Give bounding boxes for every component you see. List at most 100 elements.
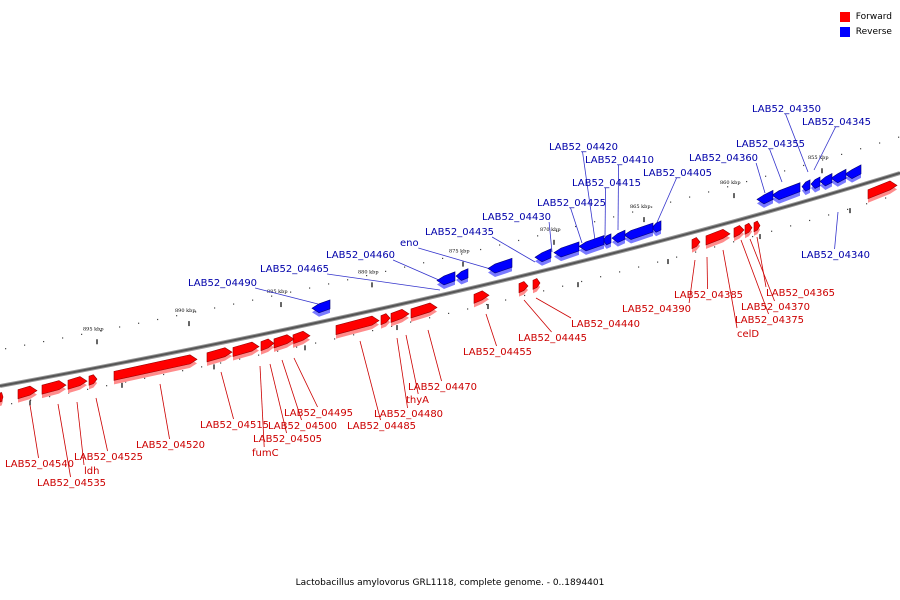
marker-dot <box>404 266 406 268</box>
marker-dot <box>163 373 165 376</box>
forward-gene-arrow[interactable] <box>335 315 380 339</box>
reverse-gene-arrow[interactable] <box>578 235 605 255</box>
gene-body <box>260 338 275 352</box>
marker-dot <box>328 283 330 285</box>
forward-gene-arrow[interactable] <box>744 222 753 239</box>
forward-gene-label[interactable]: LAB52_04495 <box>284 408 353 419</box>
reverse-gene-arrow[interactable] <box>771 182 801 204</box>
reverse-gene-label[interactable]: LAB52_04420 <box>549 142 618 153</box>
forward-gene-label[interactable]: ldh <box>84 466 99 477</box>
gene-body <box>88 374 98 386</box>
forward-gene-label[interactable]: fumC <box>252 448 279 459</box>
gene-body <box>410 302 438 319</box>
reverse-gene-label[interactable]: LAB52_04435 <box>425 227 494 238</box>
forward-swatch <box>839 11 850 22</box>
forward-gene-label[interactable]: LAB52_04370 <box>741 302 810 313</box>
forward-gene-arrow[interactable] <box>0 392 4 406</box>
reverse-gene-label[interactable]: LAB52_04360 <box>689 153 758 164</box>
reverse-gene-arrow[interactable] <box>487 257 513 278</box>
reverse-gene-arrow[interactable] <box>844 164 862 183</box>
forward-gene-label[interactable]: LAB52_04485 <box>347 421 416 432</box>
reverse-gene-arrow[interactable] <box>756 189 774 208</box>
forward-gene-arrow[interactable] <box>17 385 38 403</box>
forward-gene-arrow[interactable] <box>380 313 391 329</box>
reverse-gene-arrow[interactable] <box>455 268 469 285</box>
marker-dot <box>448 312 450 315</box>
reverse-gene-arrow[interactable] <box>651 220 662 237</box>
forward-gene-arrow[interactable] <box>260 338 275 355</box>
forward-gene-label[interactable]: LAB52_04445 <box>518 333 587 344</box>
forward-gene-label[interactable]: LAB52_04500 <box>268 421 337 432</box>
reverse-gene-label[interactable]: LAB52_04345 <box>802 117 871 128</box>
reverse-gene-arrow[interactable] <box>801 179 811 196</box>
reverse-gene-arrow[interactable] <box>553 241 580 262</box>
forward-gene-label[interactable]: LAB52_04540 <box>5 459 74 470</box>
reverse-gene-arrow[interactable] <box>436 271 456 289</box>
marker-dot <box>752 235 754 238</box>
forward-gene-arrow[interactable] <box>292 330 311 348</box>
gene-body <box>578 235 605 252</box>
forward-gene-arrow[interactable] <box>232 341 260 361</box>
reverse-gene-label[interactable]: LAB52_04410 <box>585 155 654 166</box>
forward-gene-arrow[interactable] <box>705 229 731 249</box>
forward-gene-arrow[interactable] <box>206 347 233 366</box>
reverse-gene-arrow[interactable] <box>602 233 612 249</box>
marker-dot <box>100 330 102 332</box>
forward-gene-label[interactable]: LAB52_04480 <box>374 409 443 420</box>
forward-gene-arrow[interactable] <box>691 237 701 253</box>
forward-gene-arrow[interactable] <box>273 334 295 352</box>
gene-body <box>534 248 552 263</box>
reverse-gene-label[interactable]: LAB52_04355 <box>736 139 805 150</box>
forward-gene-arrow[interactable] <box>733 225 745 242</box>
reverse-gene-label[interactable]: LAB52_04350 <box>752 104 821 115</box>
reverse-gene-label[interactable]: LAB52_04460 <box>326 250 395 261</box>
reverse-gene-label[interactable]: LAB52_04340 <box>801 250 870 261</box>
forward-gene-label[interactable]: celD <box>737 329 759 340</box>
reverse-gene-label[interactable]: LAB52_04415 <box>572 178 641 189</box>
reverse-gene-label[interactable]: LAB52_04430 <box>482 212 551 223</box>
leader-line <box>688 259 696 304</box>
forward-gene-label[interactable]: LAB52_04390 <box>622 304 691 315</box>
forward-gene-label[interactable]: LAB52_04515 <box>200 420 269 431</box>
forward-gene-arrow[interactable] <box>67 376 88 394</box>
leader-line <box>396 337 408 409</box>
gene-body <box>206 347 233 363</box>
forward-gene-label[interactable]: LAB52_04470 <box>408 382 477 393</box>
reverse-gene-arrow[interactable] <box>311 299 331 317</box>
forward-gene-arrow[interactable] <box>113 354 198 385</box>
forward-gene-arrow[interactable] <box>390 309 410 327</box>
forward-gene-arrow[interactable] <box>518 281 529 297</box>
forward-gene-label[interactable]: LAB52_04375 <box>735 315 804 326</box>
forward-gene-label[interactable]: LAB52_04455 <box>463 347 532 358</box>
reverse-gene-arrow[interactable] <box>830 168 847 187</box>
forward-gene-arrow[interactable] <box>753 220 761 236</box>
reverse-gene-arrow[interactable] <box>810 176 821 193</box>
forward-gene-arrow[interactable] <box>867 180 898 203</box>
forward-gene-label[interactable]: LAB52_04365 <box>766 288 835 299</box>
forward-gene-label[interactable]: LAB52_04385 <box>674 290 743 301</box>
forward-gene-label[interactable]: LAB52_04440 <box>571 319 640 330</box>
forward-gene-arrow[interactable] <box>41 380 67 399</box>
marker-dot <box>81 333 83 335</box>
leader-line <box>755 162 766 194</box>
forward-gene-label[interactable]: LAB52_04520 <box>136 440 205 451</box>
forward-gene-label[interactable]: thyA <box>406 395 429 406</box>
marker-dot <box>442 257 444 260</box>
forward-gene-arrow[interactable] <box>532 278 541 294</box>
reverse-gene-label[interactable]: LAB52_04405 <box>643 168 712 179</box>
reverse-gene-label[interactable]: LAB52_04465 <box>260 264 329 275</box>
backbone-line <box>0 172 900 387</box>
forward-gene-label[interactable]: LAB52_04535 <box>37 478 106 489</box>
forward-gene-arrow[interactable] <box>473 290 490 308</box>
forward-gene-arrow[interactable] <box>88 374 98 390</box>
reverse-gene-label[interactable]: eno <box>400 238 419 249</box>
reverse-gene-label[interactable]: LAB52_04490 <box>188 278 257 289</box>
forward-gene-arrow[interactable] <box>410 302 438 322</box>
forward-gene-label[interactable]: LAB52_04505 <box>253 434 322 445</box>
reverse-gene-arrow[interactable] <box>623 222 654 244</box>
reverse-gene-arrow[interactable] <box>611 229 626 247</box>
reverse-gene-arrow[interactable] <box>534 248 552 266</box>
reverse-gene-label[interactable]: LAB52_04425 <box>537 198 606 209</box>
forward-gene-label[interactable]: LAB52_04525 <box>74 452 143 463</box>
reverse-gene-arrow[interactable] <box>819 172 833 190</box>
